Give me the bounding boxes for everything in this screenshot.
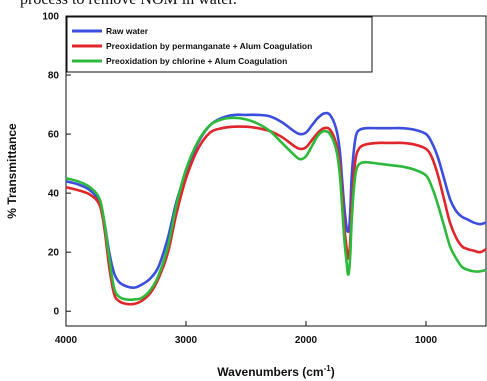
x-tick-label: 3000 bbox=[175, 335, 198, 346]
caption-fragment: process to remove NOM in water. bbox=[20, 0, 237, 9]
x-tick-label: 2000 bbox=[295, 335, 318, 346]
legend: Raw water Preoxidation by permanganate +… bbox=[66, 16, 373, 73]
y-tick-label: 40 bbox=[48, 189, 60, 200]
x-tick-label: 4000 bbox=[55, 335, 78, 346]
x-axis-title: Wavenumbers (cm-1) bbox=[217, 364, 334, 379]
y-axis-title: % Transmittance bbox=[5, 123, 19, 219]
plot-area-frame bbox=[65, 15, 487, 327]
y-tick-label: 60 bbox=[48, 130, 60, 141]
series-layer bbox=[65, 111, 487, 306]
series-line-raw-water bbox=[65, 111, 487, 289]
y-tick-label: 20 bbox=[48, 248, 60, 259]
legend-label-chlorine: Preoxidation by chlorine + Alum Coagulat… bbox=[106, 56, 287, 66]
series-line-permanganate bbox=[65, 125, 487, 306]
y-tick-label: 0 bbox=[53, 307, 59, 318]
series-line-chlorine bbox=[65, 116, 487, 302]
legend-label-raw-water: Raw water bbox=[106, 26, 149, 36]
y-tick-label: 80 bbox=[48, 71, 60, 82]
y-tick-label: 100 bbox=[42, 12, 59, 23]
legend-label-permanganate: Preoxidation by permanganate + Alum Coag… bbox=[106, 41, 312, 51]
legend-box bbox=[66, 16, 373, 73]
axis-ticks: 0 20 40 60 80 100 4000 3000 2000 1000 bbox=[42, 12, 437, 347]
x-tick-label: 1000 bbox=[415, 335, 438, 346]
